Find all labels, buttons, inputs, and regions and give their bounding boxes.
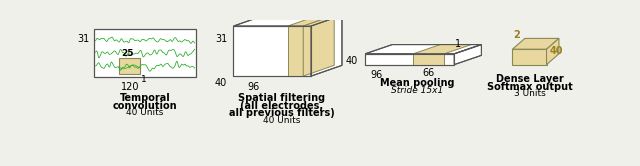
- Polygon shape: [365, 54, 454, 65]
- Text: 40 Units: 40 Units: [127, 108, 164, 118]
- Text: 40 Units: 40 Units: [263, 116, 300, 125]
- Polygon shape: [234, 26, 311, 76]
- Text: Stride 15x1: Stride 15x1: [391, 86, 444, 95]
- Text: Softmax output: Softmax output: [486, 82, 572, 91]
- Text: Spatial filtering: Spatial filtering: [238, 93, 325, 103]
- Polygon shape: [365, 44, 481, 54]
- Text: (all electrodes,: (all electrodes,: [240, 101, 323, 111]
- Polygon shape: [288, 15, 334, 26]
- Polygon shape: [547, 38, 559, 65]
- Text: 40: 40: [215, 79, 227, 88]
- Text: 3 Units: 3 Units: [514, 89, 545, 98]
- Text: 31: 31: [77, 34, 90, 44]
- Text: 120: 120: [121, 82, 140, 91]
- Text: 2: 2: [513, 30, 520, 40]
- Bar: [94, 29, 196, 77]
- Polygon shape: [513, 49, 547, 65]
- Text: 96: 96: [370, 70, 382, 80]
- Polygon shape: [513, 38, 559, 49]
- Text: Mean pooling: Mean pooling: [380, 79, 454, 88]
- Polygon shape: [288, 26, 303, 76]
- Text: Temporal: Temporal: [120, 93, 170, 103]
- Text: 66: 66: [422, 68, 435, 78]
- Polygon shape: [454, 44, 481, 65]
- Text: 40: 40: [550, 46, 563, 56]
- Text: all previous filters): all previous filters): [228, 108, 334, 119]
- Text: 25: 25: [121, 49, 134, 58]
- Polygon shape: [311, 15, 342, 76]
- Polygon shape: [413, 44, 472, 54]
- Text: 1: 1: [455, 39, 461, 49]
- Polygon shape: [234, 15, 342, 26]
- Text: Dense Layer: Dense Layer: [495, 74, 563, 84]
- Bar: [119, 58, 140, 74]
- Polygon shape: [413, 54, 444, 65]
- Text: 1: 1: [141, 75, 147, 84]
- Text: 31: 31: [215, 34, 227, 44]
- Polygon shape: [303, 15, 334, 76]
- Text: convolution: convolution: [113, 101, 177, 111]
- Text: 40: 40: [345, 56, 358, 66]
- Text: 96: 96: [248, 82, 260, 91]
